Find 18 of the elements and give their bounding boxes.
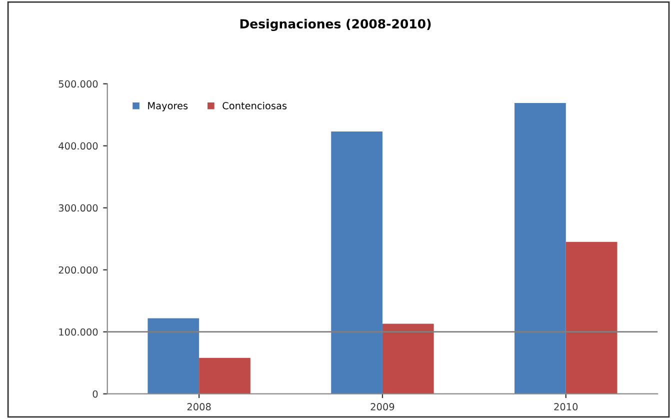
y-tick-label: 100.000	[59, 328, 98, 336]
x-tick-label: 2010	[554, 403, 578, 410]
bar	[199, 358, 250, 394]
bar	[382, 324, 434, 394]
y-tick-label: 300.000	[58, 204, 98, 212]
y-tick-label: 500.000	[58, 80, 98, 88]
legend-label: Mayores	[148, 102, 188, 112]
legend-label: Contenciosas	[222, 102, 287, 110]
x-tick-label: 2009	[370, 403, 394, 410]
bar	[331, 132, 382, 394]
bar	[514, 103, 566, 394]
y-tick-label: 200.000	[58, 266, 98, 274]
x-tick-label: 2008	[187, 403, 211, 410]
bar	[148, 318, 200, 394]
y-tick-label: 400.000	[58, 142, 98, 150]
bar	[566, 242, 618, 394]
chart-title: Designaciones (2008-2010)	[240, 18, 431, 32]
y-tick-label: 0	[92, 390, 98, 398]
